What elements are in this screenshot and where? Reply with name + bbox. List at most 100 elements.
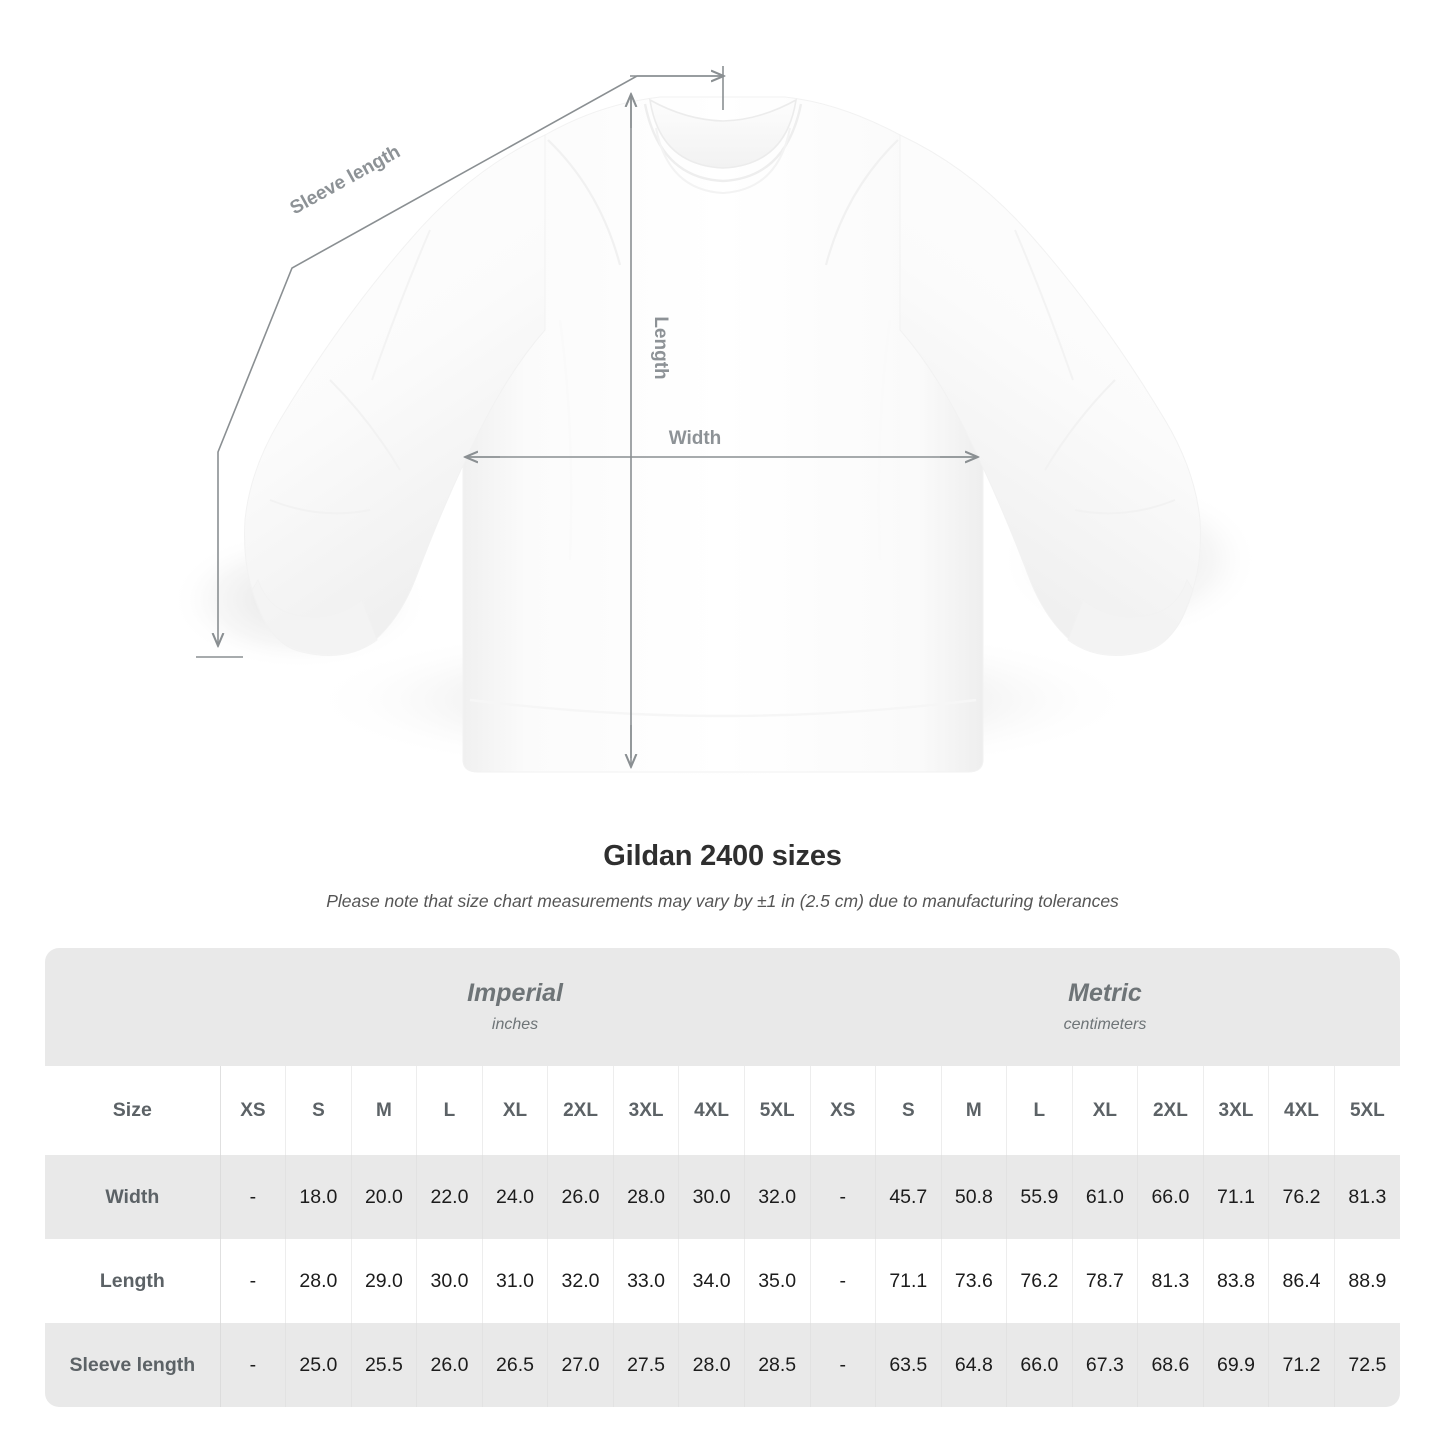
measurement-cell: 29.0 (351, 1239, 418, 1323)
measurement-cell: 71.1 (875, 1239, 942, 1323)
size-header-cell: S (285, 1066, 352, 1155)
measurement-cell: 18.0 (285, 1155, 352, 1239)
measurement-cell: 28.0 (678, 1323, 745, 1407)
unit-group-metric: Metric centimeters (810, 948, 1400, 1066)
measurement-cell: 63.5 (875, 1323, 942, 1407)
size-header-cell: 4XL (1268, 1066, 1335, 1155)
measurement-cell: - (220, 1155, 287, 1239)
size-header-cell: 2XL (547, 1066, 614, 1155)
measurement-cell: - (810, 1323, 877, 1407)
garment-illustration: Sleeve length Length Width (170, 66, 1260, 780)
measurement-cell: 76.2 (1268, 1155, 1335, 1239)
size-header-cell: L (1006, 1066, 1073, 1155)
measurement-cell: 88.9 (1334, 1239, 1400, 1323)
measurement-cell: - (220, 1239, 287, 1323)
size-header-cell: XS (810, 1066, 877, 1155)
measurement-cell: 28.0 (613, 1155, 680, 1239)
measurement-cell: 72.5 (1334, 1323, 1400, 1407)
measurement-cell: 78.7 (1072, 1239, 1139, 1323)
measurement-cell: 26.5 (482, 1323, 549, 1407)
measurement-cell: 69.9 (1203, 1323, 1270, 1407)
table-row: Length -28.0 29.0 30.0 31.0 32.0 33.0 34.0 35.0-… (45, 1239, 1400, 1323)
measurement-cell: 27.0 (547, 1323, 614, 1407)
measurement-cell: - (810, 1239, 877, 1323)
table-row: Width -18.0 20.0 22.0 24.0 26.0 28.0 30.0 32.0-4… (45, 1155, 1400, 1239)
unit-group-metric-name: Metric (1068, 979, 1142, 1008)
size-header-cell: M (941, 1066, 1008, 1155)
measurement-cell: 20.0 (351, 1155, 418, 1239)
sleeve-length-label: Sleeve length (287, 141, 404, 219)
unit-group-metric-sub: centimeters (1063, 1015, 1147, 1033)
page-title: Gildan 2400 sizes (603, 840, 842, 872)
measurement-cell: 30.0 (678, 1155, 745, 1239)
measurement-cell: 28.0 (285, 1239, 352, 1323)
measurement-cell: 86.4 (1268, 1239, 1335, 1323)
size-chart-table-wrapper: Imperial inches Metric centimeters Size XS S M L… (45, 948, 1400, 1407)
unit-group-imperial: Imperial inches (220, 948, 810, 1066)
unit-group-imperial-sub: inches (491, 1015, 539, 1033)
size-header-cell: 4XL (678, 1066, 745, 1155)
table-row: Sleeve length -25.0 25.5 26.0 26.5 27.0 27.5 28… (45, 1323, 1400, 1407)
row-label: Width (45, 1155, 221, 1239)
garment-body (244, 96, 1201, 773)
measurement-cell: 55.9 (1006, 1155, 1073, 1239)
measurement-cell: 34.0 (678, 1239, 745, 1323)
page-subtitle: Please note that size chart measurements… (326, 891, 1119, 911)
measurement-cell: 30.0 (416, 1239, 483, 1323)
sleeve-length-dimension (196, 66, 723, 658)
size-header-cell: XL (482, 1066, 549, 1155)
width-label: Width (669, 428, 722, 449)
measurement-cell: 68.6 (1137, 1323, 1204, 1407)
size-header-cell: 2XL (1137, 1066, 1204, 1155)
size-header-cell: M (351, 1066, 418, 1155)
measurement-cell: 25.5 (351, 1323, 418, 1407)
measurement-cell: 83.8 (1203, 1239, 1270, 1323)
measurement-cell: - (810, 1155, 877, 1239)
measurement-cell: 81.3 (1334, 1155, 1400, 1239)
measurement-cell: 27.5 (613, 1323, 680, 1407)
size-header-cell: 3XL (613, 1066, 680, 1155)
unit-header-row: Imperial inches Metric centimeters (45, 948, 1400, 1066)
measurement-cell: 32.0 (744, 1155, 811, 1239)
row-label: Sleeve length (45, 1323, 221, 1407)
measurement-cell: 22.0 (416, 1155, 483, 1239)
measurement-cell: 32.0 (547, 1239, 614, 1323)
size-header-cell: XS (220, 1066, 287, 1155)
measurement-cell: 45.7 (875, 1155, 942, 1239)
size-header-cell: L (416, 1066, 483, 1155)
length-label: Length (650, 316, 671, 379)
measurement-cell: 66.0 (1006, 1323, 1073, 1407)
measurement-cell: 26.0 (416, 1323, 483, 1407)
title-block: Gildan 2400 sizes Please note that size … (0, 840, 1445, 912)
unit-group-imperial-name: Imperial (467, 979, 563, 1008)
measurement-cell: 71.2 (1268, 1323, 1335, 1407)
row-label: Length (45, 1239, 221, 1323)
size-header-cell: 5XL (744, 1066, 811, 1155)
measurement-cell: 76.2 (1006, 1239, 1073, 1323)
size-header-cell: 3XL (1203, 1066, 1270, 1155)
measurement-cell: - (220, 1323, 287, 1407)
measurement-cell: 71.1 (1203, 1155, 1270, 1239)
size-header-label: Size (45, 1066, 221, 1155)
measurement-cell: 67.3 (1072, 1323, 1139, 1407)
measurement-cell: 73.6 (941, 1239, 1008, 1323)
size-header-cell: 5XL (1334, 1066, 1400, 1155)
measurement-cell: 31.0 (482, 1239, 549, 1323)
measurement-cell: 28.5 (744, 1323, 811, 1407)
measurement-cell: 61.0 (1072, 1155, 1139, 1239)
measurement-cell: 50.8 (941, 1155, 1008, 1239)
measurement-cell: 81.3 (1137, 1239, 1204, 1323)
measurement-cell: 33.0 (613, 1239, 680, 1323)
measurement-cell: 25.0 (285, 1323, 352, 1407)
size-header-cell: S (875, 1066, 942, 1155)
measurement-cell: 24.0 (482, 1155, 549, 1239)
measurement-cell: 66.0 (1137, 1155, 1204, 1239)
measurement-lines (196, 66, 977, 766)
measurement-cell: 26.0 (547, 1155, 614, 1239)
size-chart-table: Imperial inches Metric centimeters Size XS S M L… (45, 948, 1400, 1407)
measurement-cell: 64.8 (941, 1323, 1008, 1407)
size-header-cell: XL (1072, 1066, 1139, 1155)
unit-header-spacer (45, 948, 221, 1066)
measurement-cell: 35.0 (744, 1239, 811, 1323)
size-header-row: Size XS S M L XL 2XL 3XL 4XL 5XL XS S M L XL 2XL 3XL 4XL 5… (45, 1066, 1400, 1155)
